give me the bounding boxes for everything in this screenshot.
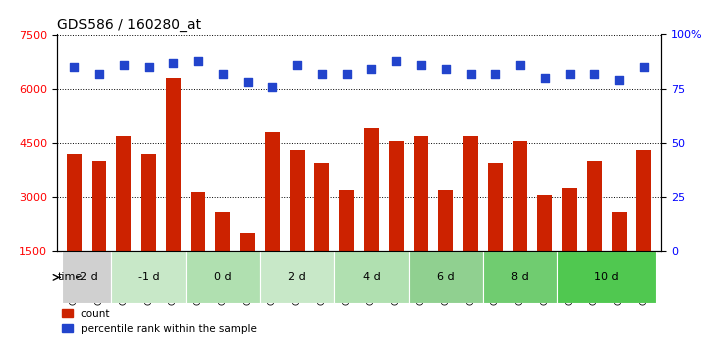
Point: [316, 71, 328, 76]
Legend: count, percentile rank within the sample: count, percentile rank within the sample: [62, 309, 257, 334]
Point: [465, 71, 476, 76]
Text: GDS586 / 160280_at: GDS586 / 160280_at: [57, 18, 201, 32]
Text: 8 d: 8 d: [511, 273, 529, 282]
Point: [390, 58, 402, 63]
Bar: [463, 136, 478, 306]
Bar: [191, 192, 205, 306]
Bar: [240, 233, 255, 306]
Point: [440, 67, 451, 72]
Text: 4 d: 4 d: [363, 273, 380, 282]
Bar: [215, 211, 230, 306]
Bar: [166, 78, 181, 306]
Text: -1 d: -1 d: [138, 273, 159, 282]
Point: [168, 60, 179, 66]
Point: [93, 71, 105, 76]
Point: [564, 71, 575, 76]
Bar: [141, 154, 156, 306]
Bar: [587, 161, 602, 306]
Bar: [389, 141, 404, 306]
Text: 6 d: 6 d: [437, 273, 454, 282]
Point: [193, 58, 204, 63]
Text: 2 d: 2 d: [288, 273, 306, 282]
Bar: [265, 132, 280, 306]
Bar: [339, 190, 354, 306]
Bar: [409, 252, 483, 303]
Bar: [438, 190, 453, 306]
Bar: [62, 252, 112, 303]
Bar: [414, 136, 429, 306]
Bar: [364, 128, 379, 306]
Bar: [117, 136, 132, 306]
Text: 10 d: 10 d: [594, 273, 619, 282]
Bar: [488, 163, 503, 306]
Point: [514, 62, 525, 68]
Text: 0 d: 0 d: [214, 273, 232, 282]
Point: [68, 64, 80, 70]
Bar: [67, 154, 82, 306]
Bar: [334, 252, 409, 303]
Text: -2 d: -2 d: [76, 273, 97, 282]
Point: [539, 75, 550, 81]
Point: [365, 67, 377, 72]
Point: [341, 71, 353, 76]
Bar: [562, 188, 577, 306]
Point: [143, 64, 154, 70]
Bar: [557, 252, 656, 303]
Bar: [636, 150, 651, 306]
Bar: [186, 252, 260, 303]
Point: [242, 79, 253, 85]
Bar: [289, 150, 304, 306]
Point: [118, 62, 129, 68]
Point: [267, 84, 278, 89]
Bar: [260, 252, 334, 303]
Bar: [483, 252, 557, 303]
Bar: [314, 163, 329, 306]
Bar: [611, 211, 626, 306]
Point: [415, 62, 427, 68]
Text: time: time: [58, 273, 82, 282]
Point: [292, 62, 303, 68]
Bar: [112, 252, 186, 303]
Bar: [513, 141, 528, 306]
Point: [217, 71, 228, 76]
Bar: [538, 195, 552, 306]
Point: [614, 77, 625, 83]
Point: [490, 71, 501, 76]
Point: [638, 64, 650, 70]
Point: [589, 71, 600, 76]
Bar: [92, 161, 107, 306]
